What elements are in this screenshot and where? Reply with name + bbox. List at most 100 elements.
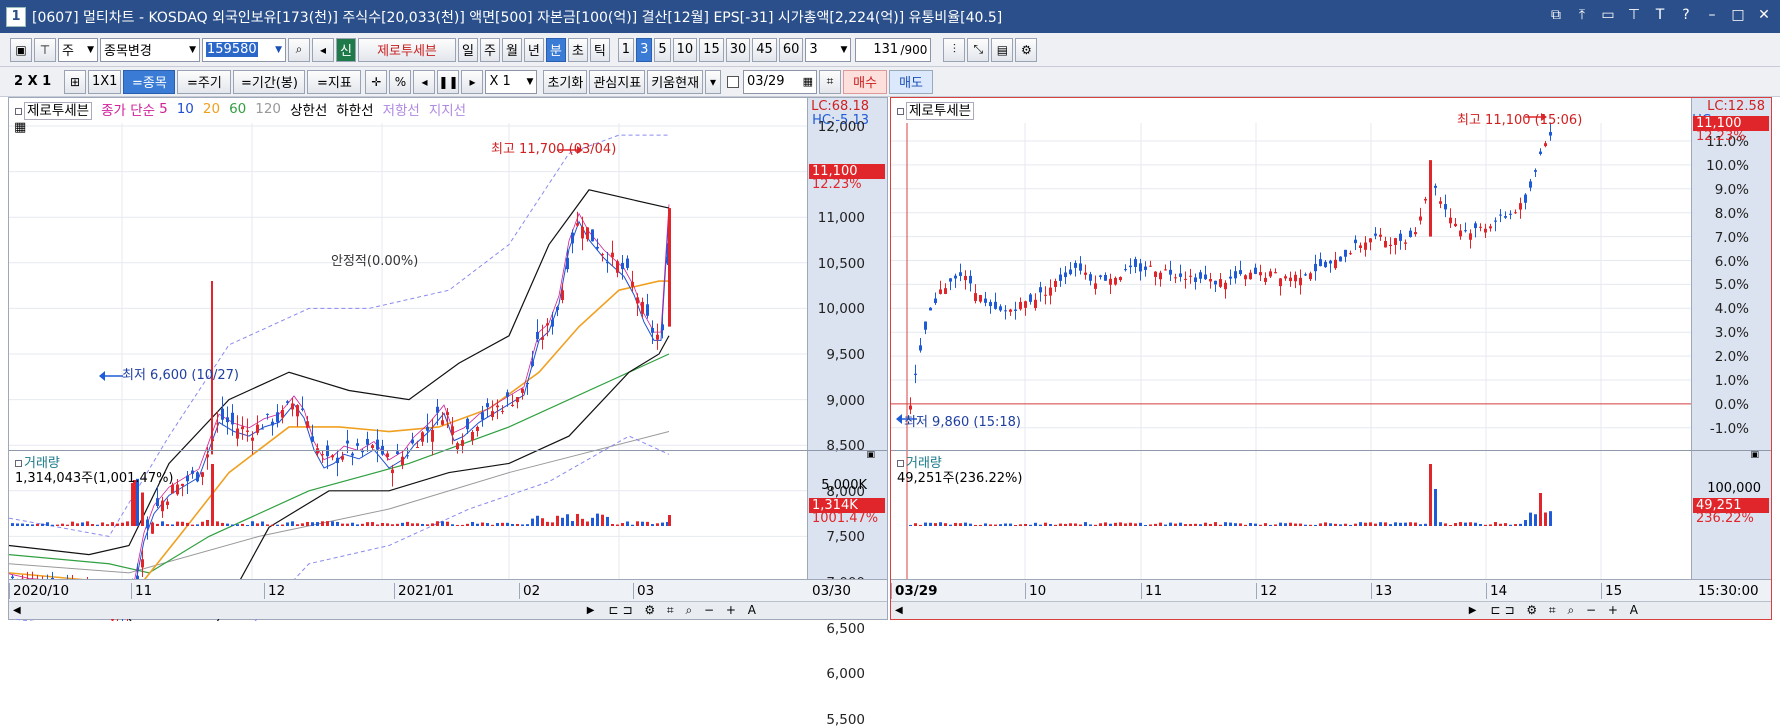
minute-chart-canvas[interactable] [891, 98, 1773, 621]
candle [666, 256, 669, 264]
close-icon[interactable]: ✕ [1758, 7, 1770, 23]
candle [336, 457, 339, 464]
tile-icon[interactable]: ▭ [1601, 7, 1615, 23]
volume-bar [1364, 522, 1367, 526]
minute-5[interactable]: 5 [654, 37, 671, 62]
stock-code-input[interactable]: 159580 ▼ [202, 37, 286, 62]
pin-stock-icon[interactable]: ⊤ [34, 37, 56, 62]
font-icon[interactable]: T [1655, 7, 1665, 23]
volume-bar [56, 524, 59, 526]
save-icon[interactable]: ▤ [991, 37, 1014, 62]
period-month[interactable]: 월 [501, 37, 522, 62]
sync-indicator-button[interactable]: =지표 [307, 69, 362, 94]
tool-icon[interactable]: ⌗ [819, 69, 842, 94]
help-icon[interactable]: ? [1682, 7, 1690, 23]
market-select[interactable]: 주 ▼ [58, 37, 98, 62]
scroll-left-icon[interactable]: ◂ [413, 69, 436, 94]
chart-tools-icons[interactable]: ⊏⊐ ⚙ ⌗ ⌕ − + A [608, 603, 760, 617]
sound-icon[interactable]: ◂ [312, 37, 334, 62]
volume-bar [1544, 512, 1547, 526]
count-input[interactable]: 131/900 [855, 37, 932, 62]
stock-name-tab[interactable]: 제로투세븐 [358, 37, 456, 62]
volume-settings-icon[interactable]: ▣ [866, 450, 875, 460]
sync-range-button[interactable]: =기간(봉) [233, 69, 306, 94]
grid-icon[interactable]: ⊞ [64, 69, 86, 94]
window-number-icon[interactable]: 1 [6, 6, 26, 27]
candle [501, 410, 504, 412]
minute-15[interactable]: 15 [699, 37, 724, 62]
chart-daily[interactable]: 제로투세븐 종가 단순 5 10 20 60 120 상한선 하한선 저항선 지… [8, 97, 889, 728]
zoom-select[interactable]: X 1 ▼ [485, 69, 538, 94]
interest-indicator-button[interactable]: 관심지표 [589, 69, 646, 94]
date-checkbox[interactable] [727, 75, 740, 88]
crosshair-icon[interactable]: ✛ [365, 69, 388, 94]
minute-1[interactable]: 1 [617, 37, 635, 62]
scroll-left-icon[interactable]: ◀ [13, 605, 21, 616]
buy-button[interactable]: 매수 [843, 69, 888, 94]
scroll-left-icon[interactable]: ◀ [895, 605, 903, 616]
minimize-icon[interactable]: – [1708, 7, 1716, 23]
minute-30[interactable]: 30 [725, 37, 751, 62]
draw-icon[interactable]: ⤡ [967, 37, 990, 62]
period-tick[interactable]: 틱 [589, 37, 610, 62]
candle [1224, 282, 1227, 290]
reset-button[interactable]: 초기화 [543, 69, 588, 94]
volume-bar [929, 522, 932, 526]
minute-10[interactable]: 10 [672, 37, 698, 62]
search-icon[interactable]: ⌕ [288, 37, 310, 62]
x-tick: 11 [1141, 583, 1162, 599]
restore-layout-icon[interactable]: ⧉ [1551, 7, 1561, 23]
minute-45[interactable]: 45 [752, 37, 777, 62]
volume-bar [1509, 524, 1512, 526]
indicator-icon[interactable]: ⫶ [943, 37, 966, 62]
volume-bar [1159, 522, 1162, 526]
candle [446, 412, 449, 416]
pin-icon[interactable]: ⊤ [1627, 7, 1641, 23]
percent-button[interactable]: % [389, 69, 412, 94]
volume-settings-icon[interactable]: ▣ [1750, 450, 1759, 460]
date-input[interactable]: 03/29 ▦ [743, 69, 818, 94]
volume-bar [974, 524, 977, 526]
scrollbar-minute[interactable]: ◀ ▶ ⊏⊐ ⚙ ⌗ ⌕ − + A [891, 601, 1771, 619]
chart-tools-icons[interactable]: ⊏⊐ ⚙ ⌗ ⌕ − + A [1490, 603, 1642, 617]
volume-bar [964, 522, 967, 526]
sell-button[interactable]: 매도 [889, 69, 934, 94]
settings-icon[interactable]: ⚙ [1015, 37, 1038, 62]
period-week[interactable]: 주 [479, 37, 500, 62]
candle [246, 430, 249, 432]
candle [1034, 299, 1037, 309]
layout-icon[interactable]: ▣ [10, 37, 32, 62]
candle [271, 421, 274, 426]
candle [949, 278, 952, 282]
sync-stock-button[interactable]: =종목 [123, 69, 176, 94]
scroll-right-icon[interactable]: ▶ [1468, 605, 1477, 616]
period-minute[interactable]: 분 [545, 37, 566, 62]
volume-bar [1489, 524, 1492, 526]
sync-period-button[interactable]: =주기 [177, 69, 232, 94]
period-second[interactable]: 초 [567, 37, 588, 62]
maximize-icon[interactable]: □ [1731, 7, 1745, 23]
pause-icon[interactable]: ❚❚ [437, 69, 460, 94]
volume-bar [944, 523, 947, 526]
period-day[interactable]: 일 [458, 37, 478, 62]
volume-bar [286, 522, 289, 526]
scroll-right-icon[interactable]: ▶ [586, 605, 595, 616]
minute-select[interactable]: 3 ▼ [805, 37, 852, 62]
one-by-one-button[interactable]: 1X1 [88, 69, 122, 94]
chevron-down-icon[interactable]: ▾ [705, 69, 722, 94]
calendar-icon[interactable]: ▦ [14, 120, 27, 135]
kiwoom-current-button[interactable]: 키움현재 [647, 69, 704, 94]
stock-change-select[interactable]: 종목변경 ▼ [100, 37, 200, 62]
scroll-right-icon[interactable]: ▸ [461, 69, 484, 94]
scrollbar-daily[interactable]: ◀ ▶ ⊏⊐ ⚙ ⌗ ⌕ − + A [9, 601, 887, 619]
period-year[interactable]: 년 [523, 37, 544, 62]
candle [456, 443, 459, 450]
minute-3[interactable]: 3 [636, 37, 653, 62]
daily-chart-canvas[interactable] [9, 98, 889, 621]
candle [1074, 262, 1077, 268]
legend-upper: 상한선 [290, 103, 328, 119]
pin-top-icon[interactable]: ⤒ [1578, 7, 1586, 23]
chart-minute[interactable]: 제로투세븐 LC:12.58 HC 11.0%10.0%9.0%8.0%7.0%… [890, 97, 1772, 620]
minute-60[interactable]: 60 [778, 37, 804, 62]
candle [1369, 238, 1372, 243]
